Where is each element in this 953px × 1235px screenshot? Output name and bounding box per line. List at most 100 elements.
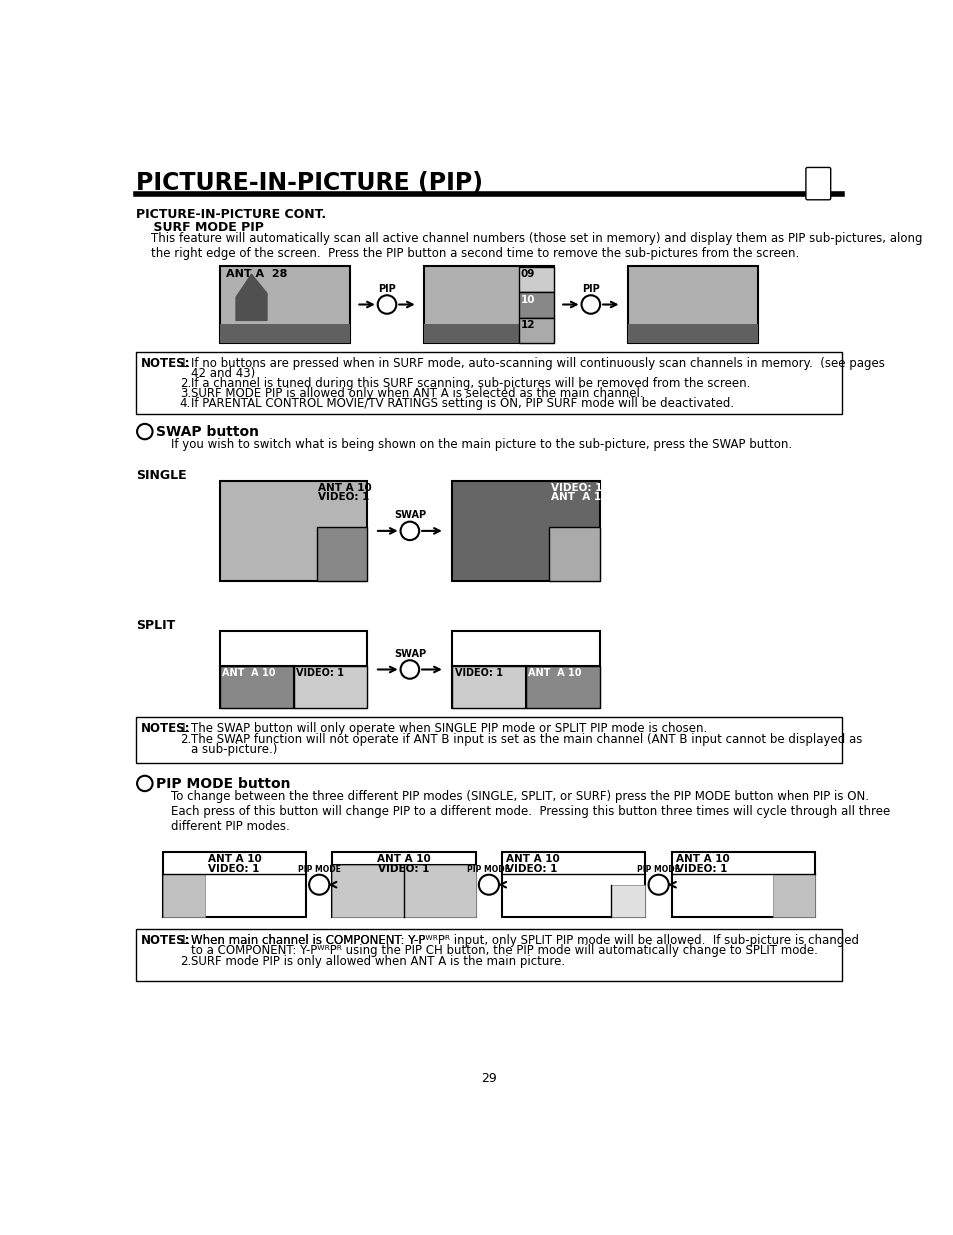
Text: The SWAP function will not operate if ANT B input is set as the main channel (AN: The SWAP function will not operate if AN… — [192, 732, 862, 746]
Text: VIDEO: 1: VIDEO: 1 — [505, 863, 557, 873]
Text: PIP: PIP — [377, 284, 395, 294]
Text: SPLIT: SPLIT — [136, 620, 175, 632]
Bar — [610, 885, 645, 918]
Bar — [518, 267, 554, 293]
Text: ANT A 10: ANT A 10 — [376, 855, 430, 864]
Bar — [671, 852, 815, 918]
Bar — [220, 666, 294, 708]
Text: 2.: 2. — [179, 732, 191, 746]
Text: PIP MODE: PIP MODE — [637, 864, 679, 874]
Text: NOTES:: NOTES: — [141, 357, 191, 369]
Text: PIP MODE: PIP MODE — [297, 864, 340, 874]
Text: ANT A 10: ANT A 10 — [675, 855, 729, 864]
Text: VIDEO: 1: VIDEO: 1 — [208, 863, 258, 873]
Text: 1.: 1. — [179, 357, 191, 369]
Text: PICTURE-IN-PICTURE (PIP): PICTURE-IN-PICTURE (PIP) — [136, 172, 483, 195]
Bar — [452, 666, 525, 708]
Text: VIDEO: 1: VIDEO: 1 — [550, 483, 601, 493]
Bar — [162, 874, 205, 918]
Bar — [136, 718, 841, 763]
Text: 1.: 1. — [179, 934, 191, 946]
Text: If PARENTAL CONTROL MOVIE/TV RATINGS setting is ON, PIP SURF mode will be deacti: If PARENTAL CONTROL MOVIE/TV RATINGS set… — [192, 396, 734, 410]
FancyBboxPatch shape — [805, 168, 830, 200]
Text: SWAP: SWAP — [394, 510, 425, 520]
Text: To change between the three different PIP modes (SINGLE, SPLIT, or SURF) press t: To change between the three different PI… — [156, 790, 890, 834]
Bar — [549, 527, 599, 580]
Text: NOTES:: NOTES: — [141, 721, 191, 735]
Bar — [518, 317, 554, 343]
Circle shape — [581, 295, 599, 314]
Bar — [220, 631, 367, 708]
Bar — [525, 666, 599, 708]
Bar — [627, 266, 757, 343]
Text: 42 and 43): 42 and 43) — [192, 367, 255, 380]
Text: SINGLE: SINGLE — [136, 469, 187, 483]
Text: ANT  A 10: ANT A 10 — [528, 668, 581, 678]
Text: VIDEO: 1: VIDEO: 1 — [295, 668, 344, 678]
Text: ANT A 10: ANT A 10 — [208, 855, 261, 864]
Text: ANT A 10: ANT A 10 — [318, 483, 372, 493]
Text: NOTES:: NOTES: — [141, 934, 191, 946]
Text: PICTURE-IN-PICTURE CONT.: PICTURE-IN-PICTURE CONT. — [136, 209, 326, 221]
Text: VIDEO: 1: VIDEO: 1 — [675, 863, 726, 873]
Bar — [423, 266, 554, 343]
Text: 3: 3 — [140, 777, 149, 790]
Text: 2: 2 — [140, 425, 149, 438]
Text: When main channel is COMPONENT: Y-PᵂᴿPᴿ input, only SPLIT PIP mode will be allow: When main channel is COMPONENT: Y-PᵂᴿPᴿ … — [192, 934, 859, 946]
Bar — [501, 852, 645, 918]
Text: SWAP: SWAP — [394, 648, 425, 658]
Bar — [294, 666, 367, 708]
Circle shape — [377, 295, 395, 314]
Text: 2.: 2. — [179, 955, 191, 968]
Bar — [162, 852, 306, 918]
Bar — [220, 480, 367, 580]
Text: VIDEO: 1: VIDEO: 1 — [377, 863, 429, 873]
Circle shape — [478, 874, 498, 894]
Bar — [332, 852, 476, 918]
Text: If you wish to switch what is being shown on the main picture to the sub-picture: If you wish to switch what is being show… — [156, 438, 792, 452]
Text: SWAP button: SWAP button — [156, 425, 259, 440]
Bar — [627, 324, 757, 343]
Text: PIP: PIP — [581, 284, 599, 294]
Bar — [136, 929, 841, 982]
Text: ANT A 10: ANT A 10 — [505, 855, 559, 864]
Bar — [220, 266, 350, 343]
Text: PIP MODE: PIP MODE — [467, 864, 510, 874]
Text: SURF MODE PIP is allowed only when ANT A is selected as the main channel.: SURF MODE PIP is allowed only when ANT A… — [192, 387, 643, 400]
Text: PIP MODE button: PIP MODE button — [156, 777, 291, 792]
Text: 2.: 2. — [179, 377, 191, 390]
Bar — [772, 874, 815, 918]
Text: ANT  A 10: ANT A 10 — [550, 493, 608, 503]
Text: When main channel is COMPONENT: Y-P: When main channel is COMPONENT: Y-P — [192, 934, 425, 946]
Text: a sub-picture.): a sub-picture.) — [192, 742, 277, 756]
Text: SURF MODE PIP: SURF MODE PIP — [136, 221, 264, 233]
Text: 4.: 4. — [179, 396, 191, 410]
Text: to a COMPONENT: Y-PᵂᴿPᴿ using the PIP CH button, the PIP mode will automatically: to a COMPONENT: Y-PᵂᴿPᴿ using the PIP CH… — [192, 945, 818, 957]
Text: The SWAP button will only operate when SINGLE PIP mode or SPLIT PIP mode is chos: The SWAP button will only operate when S… — [192, 721, 707, 735]
Text: If no buttons are pressed when in SURF mode, auto-scanning will continuously sca: If no buttons are pressed when in SURF m… — [192, 357, 884, 369]
Circle shape — [400, 521, 418, 540]
Bar — [423, 324, 554, 343]
Text: If a channel is tuned during this SURF scanning, sub-pictures will be removed fr: If a channel is tuned during this SURF s… — [192, 377, 750, 390]
Bar — [452, 631, 599, 708]
Circle shape — [648, 874, 668, 894]
Bar — [452, 480, 599, 580]
Text: 10: 10 — [520, 294, 535, 305]
Text: 09: 09 — [520, 269, 535, 279]
Bar — [332, 864, 476, 918]
Bar — [136, 352, 841, 414]
Circle shape — [137, 424, 152, 440]
Text: VIDEO: 1: VIDEO: 1 — [318, 493, 370, 503]
Text: SURF mode PIP is only allowed when ANT A is the main picture.: SURF mode PIP is only allowed when ANT A… — [192, 955, 565, 968]
Text: ANT  A 10: ANT A 10 — [222, 668, 275, 678]
Text: 12: 12 — [520, 320, 535, 330]
Text: 1.: 1. — [179, 721, 191, 735]
Bar — [316, 527, 367, 580]
Text: 29: 29 — [480, 1072, 497, 1086]
Bar — [220, 324, 350, 343]
Circle shape — [400, 661, 418, 679]
Text: This feature will automatically scan all active channel numbers (those set in me: This feature will automatically scan all… — [136, 232, 922, 261]
Circle shape — [137, 776, 152, 792]
Bar — [518, 293, 554, 317]
Text: ANT A  28: ANT A 28 — [226, 269, 287, 279]
